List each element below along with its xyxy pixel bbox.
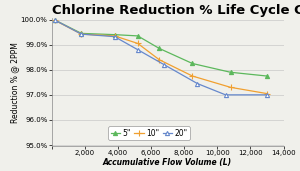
5" <box>265 75 269 77</box>
20" <box>162 64 166 66</box>
10" <box>80 33 83 35</box>
10" <box>265 93 269 95</box>
5" <box>229 71 232 73</box>
10" <box>158 59 161 61</box>
5" <box>113 34 116 36</box>
10" <box>190 75 194 77</box>
Y-axis label: Reduction % @ 2PPM: Reduction % @ 2PPM <box>10 42 19 123</box>
X-axis label: Accumulative Flow Volume (L): Accumulative Flow Volume (L) <box>103 158 232 167</box>
20" <box>265 94 269 96</box>
10" <box>53 19 57 21</box>
5" <box>53 19 57 21</box>
20" <box>136 49 140 51</box>
Line: 10": 10" <box>52 18 270 96</box>
Line: 5": 5" <box>53 18 269 78</box>
20" <box>196 83 199 85</box>
5" <box>190 62 194 64</box>
Text: Chlorine Reduction % Life Cycle Chart: Chlorine Reduction % Life Cycle Chart <box>52 4 300 17</box>
5" <box>136 35 140 37</box>
20" <box>113 36 116 38</box>
20" <box>224 94 227 96</box>
5" <box>80 32 83 34</box>
Legend: 5", 10", 20": 5", 10", 20" <box>108 126 190 140</box>
20" <box>53 19 57 21</box>
Line: 20": 20" <box>53 18 269 97</box>
5" <box>158 47 161 49</box>
10" <box>136 42 140 44</box>
10" <box>229 86 232 88</box>
10" <box>113 35 116 37</box>
20" <box>80 33 83 35</box>
